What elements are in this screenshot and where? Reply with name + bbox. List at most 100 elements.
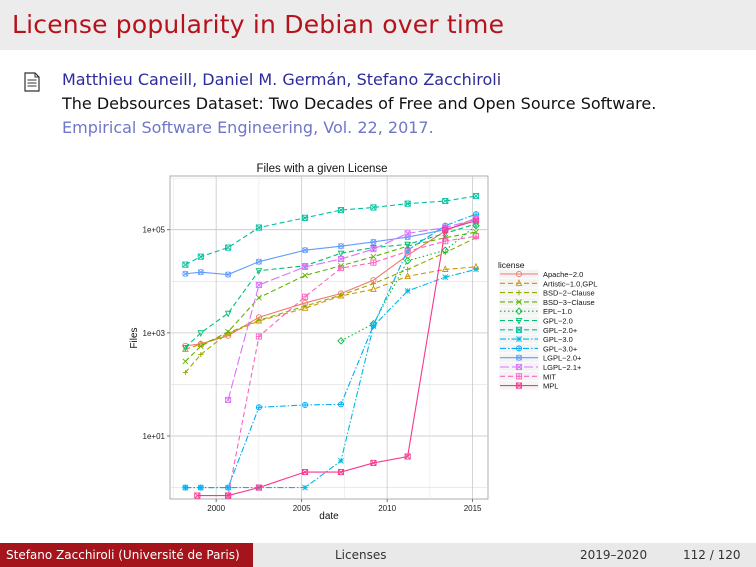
marker-circle [302, 247, 309, 254]
marker-plus [256, 404, 262, 410]
marker-square [370, 246, 377, 253]
marker-cross [197, 343, 204, 350]
marker-cross [516, 336, 522, 343]
legend-label: EPL−1.0 [543, 307, 572, 316]
series-line [227, 235, 477, 496]
series-line [340, 225, 477, 342]
marker-square [255, 224, 262, 231]
marker-cross [442, 274, 449, 281]
marker-plus [302, 402, 308, 408]
marker-triangle-down [197, 330, 205, 337]
marker-cross [197, 253, 204, 260]
marker-cross [255, 294, 262, 301]
slide-title: License popularity in Debian over time [12, 10, 505, 39]
marker-triangle-down [404, 241, 411, 249]
marker-triangle-down [515, 317, 523, 325]
legend-item: BSD−3−Clause [498, 297, 595, 307]
footer-author: Stefano Zacchiroli (Université de Paris) [0, 543, 253, 567]
footer-year: 2019–2020 [580, 548, 648, 562]
marker-cross [255, 281, 262, 288]
marker-circle [515, 270, 523, 278]
marker-square [370, 459, 377, 467]
marker-cross [338, 256, 344, 262]
marker-cross [516, 354, 522, 361]
marker-cross [338, 207, 344, 214]
marker-cross [370, 246, 377, 253]
marker-cross [370, 253, 377, 260]
legend-label: Artistic−1.0,GPL [543, 279, 597, 288]
marker-plus [302, 303, 308, 309]
marker-cross [302, 263, 308, 270]
legend-item: GPL−2.0+ [498, 325, 578, 335]
legend-item: GPL−2.0 [498, 315, 573, 326]
marker-diamond [441, 246, 449, 254]
marker-plus [256, 317, 262, 323]
marker-cross [182, 261, 189, 268]
x-axis-label: date [319, 511, 339, 522]
marker-diamond [337, 337, 345, 345]
x-tick-label: 2005 [293, 504, 311, 513]
legend-label: MIT [543, 372, 556, 381]
marker-plus [370, 322, 377, 328]
marker-cross [225, 328, 232, 335]
legend-item: GPL−3.0 [498, 334, 573, 344]
marker-circle [182, 270, 189, 277]
marker-cross [302, 469, 308, 475]
marker-cross [442, 198, 449, 204]
marker-cross [255, 484, 262, 491]
marker-plus [182, 369, 188, 376]
marker-triangle [441, 265, 449, 272]
marker-square [225, 244, 232, 251]
marker-triangle [404, 272, 411, 279]
marker-cross [516, 298, 522, 305]
marker-cross [516, 364, 522, 370]
marker-cross [338, 469, 344, 475]
legend-key-background [498, 306, 540, 316]
marker-square [404, 200, 411, 207]
series-line [185, 213, 477, 489]
marker-triangle-down [182, 344, 189, 352]
marker-cross [338, 243, 344, 250]
series-gpl-2-0- [182, 192, 480, 268]
marker-plus [516, 290, 522, 296]
marker-cross [182, 270, 189, 277]
marker-cross [473, 217, 479, 224]
series-line [185, 217, 477, 347]
marker-cross [302, 484, 308, 491]
marker-plus [370, 260, 377, 266]
marker-plus [338, 401, 344, 407]
marker-cross [182, 358, 189, 365]
legend-item: BSD−2−Clause [498, 287, 595, 298]
marker-square [302, 214, 309, 221]
legend-label: GPL−2.0 [543, 317, 573, 326]
marker-cross [194, 492, 201, 499]
marker-cross [225, 244, 232, 251]
marker-diamond [515, 307, 523, 315]
marker-cross [255, 258, 262, 265]
marker-triangle [370, 285, 377, 292]
legend-title: license [498, 260, 525, 270]
marker-cross [442, 226, 449, 233]
series-line [185, 220, 477, 276]
marker-plus [405, 248, 411, 254]
marker-plus [370, 281, 377, 287]
marker-square [255, 281, 262, 288]
marker-cross [516, 382, 522, 389]
marker-square [404, 453, 411, 460]
marker-triangle [515, 279, 523, 286]
marker-square [225, 396, 232, 403]
marker-cross [302, 247, 308, 254]
marker-square [194, 492, 201, 499]
marker-circle [197, 269, 204, 276]
marker-plus [405, 266, 411, 272]
marker-square [442, 197, 449, 205]
legend-item: MIT [498, 371, 556, 381]
marker-cross [197, 269, 204, 276]
x-tick-labels: 2000 2005 2010 2015 [207, 499, 482, 513]
legend-label: LGPL−2.1+ [543, 363, 582, 372]
legend-label: GPL−2.0+ [543, 326, 578, 335]
legend-label: Apache−2.0 [543, 270, 583, 279]
series-line [184, 237, 477, 373]
x-tick-label: 2015 [464, 504, 482, 513]
